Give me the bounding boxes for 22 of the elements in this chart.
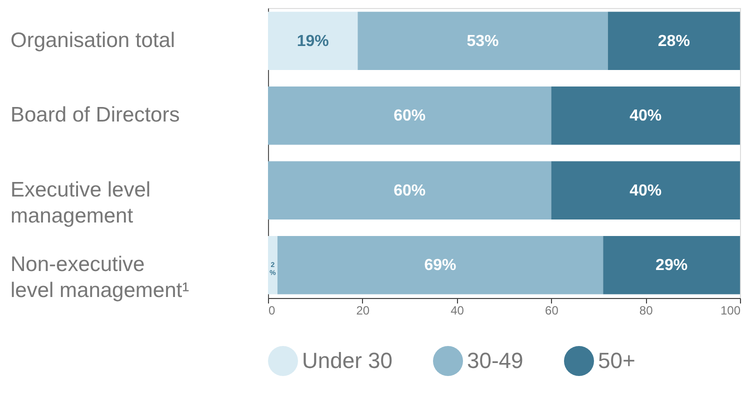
data-label: 40% <box>630 182 662 200</box>
data-label: 29% <box>656 257 688 274</box>
legend-label: 50+ <box>598 348 636 373</box>
x-tick-label: 40 <box>450 304 464 318</box>
data-label: 60% <box>394 108 426 125</box>
y-tick-label: Board of Directors <box>10 104 180 127</box>
legend-label: 30-49 <box>467 348 524 373</box>
data-label: 53% <box>466 32 499 50</box>
y-tick-label: Executive level management <box>10 178 151 228</box>
x-tick-label: 60 <box>545 304 559 318</box>
x-tick-label: 80 <box>639 304 654 318</box>
data-label: 19% <box>296 32 329 50</box>
x-tick-label: 100 <box>720 304 741 318</box>
data-label: 28% <box>658 32 690 50</box>
x-tick-label: 0 <box>268 304 276 318</box>
data-label: 69% <box>424 257 456 274</box>
legend-label: Under 30 <box>302 348 393 373</box>
y-tick-label: Organisation total <box>10 28 176 52</box>
data-label: 60% <box>394 182 426 200</box>
data-label: 40% <box>630 108 662 125</box>
y-tick-label: Non-executive level management¹ <box>10 253 190 302</box>
x-tick-label: 20 <box>356 304 370 318</box>
